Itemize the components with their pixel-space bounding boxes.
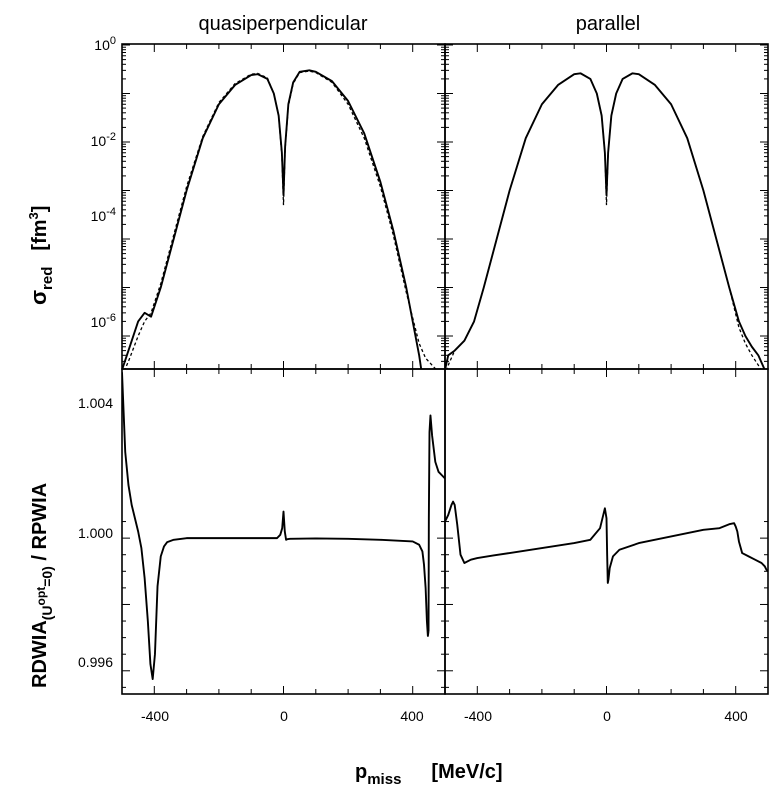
curve-quasiperp-solid [122,69,423,369]
xtick-label-left-0: -400 [141,708,169,724]
panel-top-right-frame [444,43,769,370]
xtick-label-right-2: 400 [724,708,748,724]
panel-bottom-left-frame [121,368,446,695]
xtick-label-left-1: 0 [280,708,288,724]
curves-layer [122,69,768,681]
ytick-label-top-3: 10-6 [91,312,116,330]
y-axis-label-bottom: RDWIA(Uopt=0) / RPWIA [29,483,55,688]
ytick-label-top-1: 10-2 [91,131,116,149]
column-title-parallel: parallel [576,13,640,35]
curve-parallel-solid [445,72,766,369]
curve-quasiperp-ratio-segment-1 [427,414,445,631]
curve-quasiperp-dashed [124,70,437,369]
y-axis-label-top: σred[fm3] [26,206,56,305]
panel-top-left-frame [121,43,446,370]
curve-parallel-ratio-segment-0 [445,500,768,584]
ytick-label-bottom-2: 1.004 [78,395,113,411]
panel-bottom-right-frame [444,368,769,695]
ytick-label-top-2: 10-4 [91,206,116,224]
x-axis-label: pmiss [MeV/c] [355,761,503,788]
xtick-label-right-0: -400 [464,708,492,724]
xtick-label-left-2: 400 [400,708,424,724]
curve-quasiperp-ratio-segment-0 [122,372,430,681]
ytick-label-bottom-0: 0.996 [78,654,113,670]
curve-parallel-dashed [446,72,762,369]
ytick-label-bottom-1: 1.000 [78,525,113,541]
ytick-label-top-0: 100 [94,35,116,53]
column-title-quasiperpendicular: quasiperpendicular [198,13,367,35]
xtick-label-right-1: 0 [603,708,611,724]
